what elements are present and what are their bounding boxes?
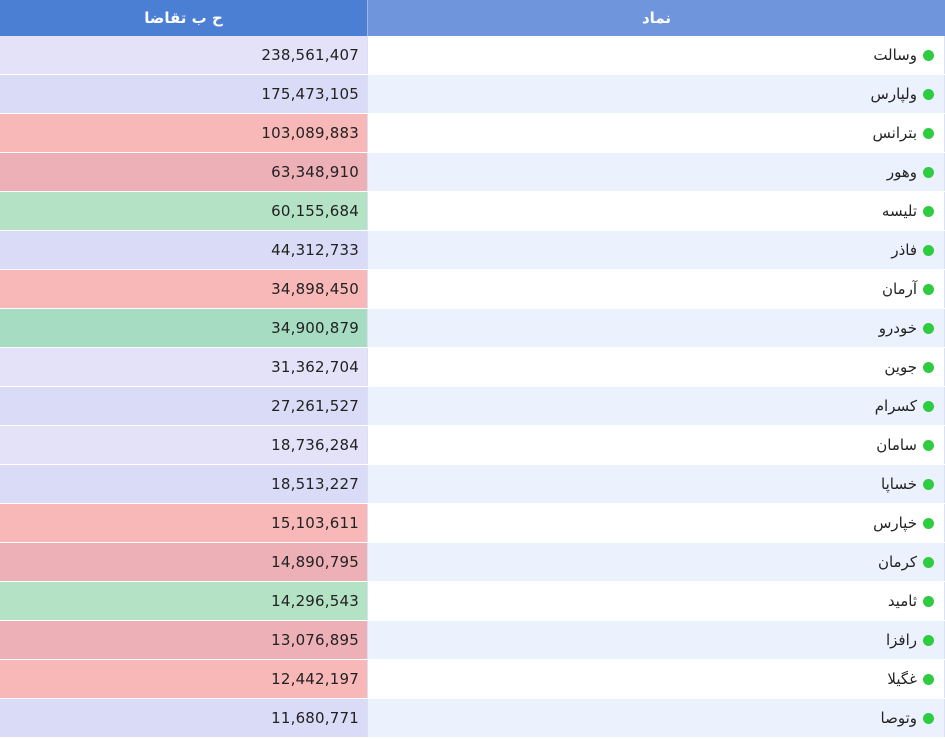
status-dot-icon <box>923 439 934 451</box>
status-dot-icon <box>923 127 934 139</box>
symbol-cell[interactable]: تلیسه <box>367 192 945 230</box>
status-dot-icon <box>923 49 934 61</box>
table-row[interactable]: 60,155,684 تلیسه <box>0 192 945 231</box>
table-body: 238,561,407 وسالت 175,473,105 ولپارس 103,089… <box>0 36 945 738</box>
table-row[interactable]: 238,561,407 وسالت <box>0 36 945 75</box>
status-dot-icon <box>923 595 934 607</box>
demand-value-cell: 27,261,527 <box>0 387 367 425</box>
symbol-cell[interactable]: خودرو <box>367 309 945 347</box>
symbol-label[interactable]: رافزا <box>885 631 917 649</box>
demand-value-cell: 60,155,684 <box>0 192 367 230</box>
symbol-cell[interactable]: ثامید <box>367 582 945 620</box>
demand-value-cell: 175,473,105 <box>0 75 367 113</box>
symbol-label[interactable]: وهور <box>886 163 917 181</box>
demand-value-cell: 63,348,910 <box>0 153 367 191</box>
symbol-cell[interactable]: وتوصا <box>367 699 945 737</box>
symbol-label[interactable]: خساپا <box>881 475 917 493</box>
symbol-cell[interactable]: فاذر <box>367 231 945 269</box>
demand-value-cell: 18,513,227 <box>0 465 367 503</box>
demand-value-cell: 34,898,450 <box>0 270 367 308</box>
symbol-cell[interactable]: خساپا <box>367 465 945 503</box>
status-dot-icon <box>923 205 934 217</box>
status-dot-icon <box>923 88 934 100</box>
symbol-cell[interactable]: رافزا <box>367 621 945 659</box>
status-dot-icon <box>923 283 934 295</box>
demand-value-cell: 238,561,407 <box>0 36 367 74</box>
table-row[interactable]: 15,103,611 خپارس <box>0 504 945 543</box>
symbol-label[interactable]: آرمان <box>881 280 917 298</box>
symbol-cell[interactable]: جوین <box>367 348 945 386</box>
table-row[interactable]: 31,362,704 جوین <box>0 348 945 387</box>
table-header: ح ب تقاضا نماد <box>0 0 945 36</box>
symbol-cell[interactable]: غگیلا <box>367 660 945 698</box>
status-dot-icon <box>923 712 934 724</box>
table-row[interactable]: 12,442,197 غگیلا <box>0 660 945 699</box>
demand-value-cell: 31,362,704 <box>0 348 367 386</box>
table-row[interactable]: 18,736,284 سامان <box>0 426 945 465</box>
demand-value-cell: 12,442,197 <box>0 660 367 698</box>
symbol-label[interactable]: جوین <box>884 358 917 376</box>
table-row[interactable]: 14,296,543 ثامید <box>0 582 945 621</box>
symbol-cell[interactable]: وسالت <box>367 36 945 74</box>
status-dot-icon <box>923 244 934 256</box>
symbol-label[interactable]: فاذر <box>891 241 917 259</box>
demand-value-cell: 15,103,611 <box>0 504 367 542</box>
symbol-label[interactable]: وتوصا <box>880 709 917 727</box>
symbol-label[interactable]: خودرو <box>878 319 917 337</box>
demand-value-cell: 11,680,771 <box>0 699 367 737</box>
status-dot-icon <box>923 322 934 334</box>
table-row[interactable]: 27,261,527 کسرام <box>0 387 945 426</box>
demand-value-cell: 14,296,543 <box>0 582 367 620</box>
demand-value-cell: 34,900,879 <box>0 309 367 347</box>
status-dot-icon <box>923 517 934 529</box>
symbol-label[interactable]: وسالت <box>873 46 917 64</box>
symbol-label[interactable]: تلیسه <box>881 202 917 220</box>
table-row[interactable]: 44,312,733 فاذر <box>0 231 945 270</box>
column-header-symbol[interactable]: نماد <box>367 0 945 36</box>
symbol-label[interactable]: کرمان <box>877 553 917 571</box>
table-row[interactable]: 18,513,227 خساپا <box>0 465 945 504</box>
symbol-cell[interactable]: بترانس <box>367 114 945 152</box>
status-dot-icon <box>923 478 934 490</box>
symbol-label[interactable]: ولپارس <box>870 85 917 103</box>
symbol-cell[interactable]: خپارس <box>367 504 945 542</box>
demand-value-cell: 44,312,733 <box>0 231 367 269</box>
demand-value-cell: 14,890,795 <box>0 543 367 581</box>
status-dot-icon <box>923 673 934 685</box>
table-row[interactable]: 63,348,910 وهور <box>0 153 945 192</box>
symbol-label[interactable]: غگیلا <box>887 670 917 688</box>
status-dot-icon <box>923 556 934 568</box>
table-row[interactable]: 175,473,105 ولپارس <box>0 75 945 114</box>
symbol-label[interactable]: کسرام <box>874 397 917 415</box>
status-dot-icon <box>923 166 934 178</box>
table-row[interactable]: 14,890,795 کرمان <box>0 543 945 582</box>
demand-value-cell: 13,076,895 <box>0 621 367 659</box>
symbol-cell[interactable]: سامان <box>367 426 945 464</box>
symbol-cell[interactable]: آرمان <box>367 270 945 308</box>
table-row[interactable]: 11,680,771 وتوصا <box>0 699 945 738</box>
symbol-label[interactable]: ثامید <box>887 592 917 610</box>
symbol-cell[interactable]: کرمان <box>367 543 945 581</box>
demand-value-cell: 18,736,284 <box>0 426 367 464</box>
table-row[interactable]: 13,076,895 رافزا <box>0 621 945 660</box>
symbol-label[interactable]: سامان <box>876 436 917 454</box>
demand-value-cell: 103,089,883 <box>0 114 367 152</box>
status-dot-icon <box>923 361 934 373</box>
symbol-label[interactable]: خپارس <box>873 514 917 532</box>
symbol-label[interactable]: بترانس <box>872 124 917 142</box>
column-header-demand-value[interactable]: ح ب تقاضا <box>0 0 367 36</box>
symbol-cell[interactable]: ولپارس <box>367 75 945 113</box>
table-row[interactable]: 34,900,879 خودرو <box>0 309 945 348</box>
table-row[interactable]: 103,089,883 بترانس <box>0 114 945 153</box>
table-row[interactable]: 34,898,450 آرمان <box>0 270 945 309</box>
symbol-cell[interactable]: کسرام <box>367 387 945 425</box>
status-dot-icon <box>923 634 934 646</box>
symbol-cell[interactable]: وهور <box>367 153 945 191</box>
status-dot-icon <box>923 400 934 412</box>
